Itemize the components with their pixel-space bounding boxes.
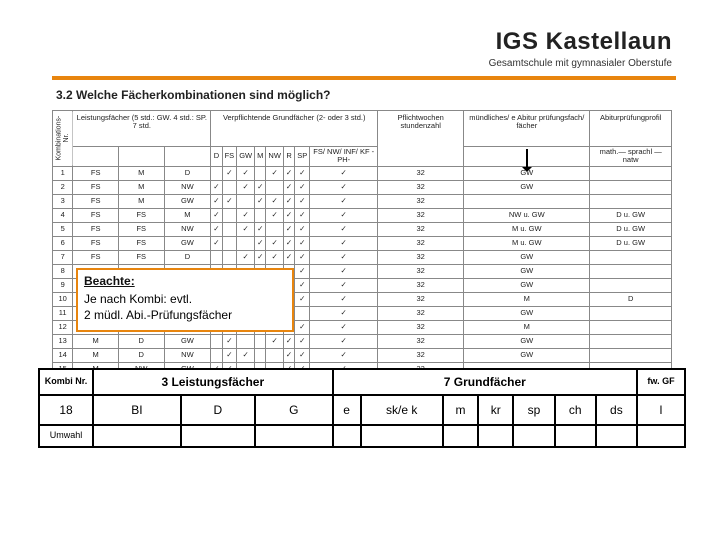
gf-sub: GW (237, 147, 255, 167)
ov-cell: BI (93, 395, 181, 425)
ov-empty (361, 425, 443, 447)
gf-sub: FS (222, 147, 237, 167)
profil-sub: math.— sprachl — natw (590, 147, 672, 167)
table-row: 3FSMGW✓✓✓✓✓✓✓32 (53, 194, 672, 208)
gf-sub: FS/ NW/ INF/ KF -PH- (310, 147, 378, 167)
ov-h-kombi: Kombi Nr. (39, 369, 93, 395)
note-callout: Beachte: Je nach Kombi: evtl. 2 müdl. Ab… (76, 268, 294, 332)
ov-empty (478, 425, 513, 447)
ov-h-lf: 3 Leistungsfächer (93, 369, 333, 395)
table-row: 2FSMNW✓✓✓✓✓✓32GW (53, 180, 672, 194)
page-subtitle: Gesamtschule mit gymnasialer Oberstufe (489, 58, 672, 69)
header-underline (52, 76, 676, 80)
ov-cell: D (181, 395, 255, 425)
ov-cell: sp (513, 395, 554, 425)
gf-sub: NW (266, 147, 284, 167)
ov-cell: ds (596, 395, 637, 425)
lf-sub (118, 147, 164, 167)
note-line1: Je nach Kombi: evtl. (84, 291, 286, 307)
ov-kombi-nr: 18 (39, 395, 93, 425)
table-row: 1FSMD✓✓✓✓✓✓32GW (53, 166, 672, 180)
ov-cell: m (443, 395, 478, 425)
ov-empty (596, 425, 637, 447)
col-gf-group: Verpflichtende Grundfächer (2- oder 3 st… (211, 111, 378, 147)
table-row: 5FSFSNW✓✓✓✓✓✓32M u. GWD u. GW (53, 222, 672, 236)
ov-cell: e (333, 395, 361, 425)
gf-sub: D (211, 147, 222, 167)
arrow-down-icon (464, 147, 590, 167)
ov-empty (555, 425, 596, 447)
ov-empty (513, 425, 554, 447)
ov-cell: l (637, 395, 685, 425)
ov-empty (255, 425, 333, 447)
ov-empty (637, 425, 685, 447)
gf-sub: R (283, 147, 294, 167)
col-me: mündliches/ e Abitur prüfungsfach/ fäche… (464, 111, 590, 147)
table-row: 6FSFSGW✓✓✓✓✓✓32M u. GWD u. GW (53, 236, 672, 250)
ov-cell: G (255, 395, 333, 425)
ov-empty (333, 425, 361, 447)
note-line2: 2 müdl. Abi.-Prüfungsfächer (84, 307, 286, 323)
selection-table: Kombi Nr. 3 Leistungsfächer 7 Grundfäche… (38, 368, 686, 448)
table-row: 14MDNW✓✓✓✓✓32GW (53, 348, 672, 362)
lf-sub (164, 147, 211, 167)
ov-empty (443, 425, 478, 447)
page-title: IGS Kastellaun (489, 28, 672, 56)
ov-cell: sk/e k (361, 395, 443, 425)
gf-sub: M (255, 147, 266, 167)
lf-sub (73, 147, 119, 167)
col-lf-group: Leistungsfächer (5 std.: GW. 4 std.: SP.… (73, 111, 211, 147)
ov-cell: ch (555, 395, 596, 425)
table-row: 4FSFSM✓✓✓✓✓✓32NW u. GWD u. GW (53, 208, 672, 222)
ov-h-fw: fw. GF (637, 369, 685, 395)
ov-empty (181, 425, 255, 447)
note-title: Beachte: (84, 273, 286, 289)
col-pw: Pflichtwochen stundenzahl (378, 111, 464, 167)
col-profil: Abiturprüfungprofil (590, 111, 672, 147)
ov-h-gf: 7 Grundfächer (333, 369, 637, 395)
table-row: 13MDGW✓✓✓✓✓32GW (53, 334, 672, 348)
doc-section-title: 3.2 Welche Fächerkombinationen sind mögl… (52, 82, 672, 110)
ov-umwahl-label: Umwahl (39, 425, 93, 447)
table-row: 7FSFSD✓✓✓✓✓✓32GW (53, 250, 672, 264)
ov-cell: kr (478, 395, 513, 425)
col-kombi: Kombinations-Nr. (53, 111, 73, 167)
gf-sub: SP (295, 147, 310, 167)
ov-empty (93, 425, 181, 447)
